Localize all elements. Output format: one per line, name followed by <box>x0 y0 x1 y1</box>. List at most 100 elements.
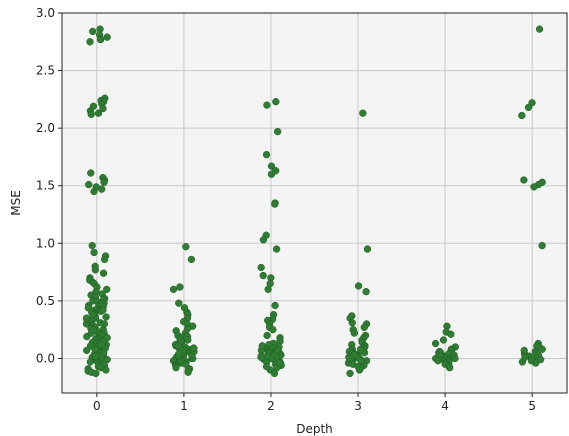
x-tick-label-0: 0 <box>93 399 101 413</box>
x-tick-label-4: 4 <box>441 399 449 413</box>
point-depth0-119 <box>103 334 111 342</box>
plot-area <box>62 13 567 393</box>
y-axis-ticks: 0.0 0.5 1.0 1.5 2.0 2.5 3.0 <box>36 6 62 365</box>
point-depth3-8 <box>360 323 368 332</box>
point-depth5-7 <box>530 183 538 191</box>
point-depth2-0 <box>272 98 280 106</box>
point-depth0-16 <box>87 169 95 177</box>
point-depth5-4 <box>520 176 528 184</box>
point-depth5-24 <box>520 346 528 355</box>
point-depth0-108 <box>89 311 97 319</box>
point-depth0-117 <box>100 349 108 357</box>
point-depth3-10 <box>350 329 358 337</box>
data-points <box>82 25 546 378</box>
point-depth0-5 <box>96 35 105 44</box>
point-depth2-11 <box>272 245 281 253</box>
point-depth2-12 <box>257 263 265 272</box>
point-depth1-59 <box>190 344 198 352</box>
point-depth2-8 <box>271 200 279 208</box>
point-depth0-20 <box>85 180 93 189</box>
point-depth3-43 <box>346 354 354 363</box>
point-depth4-25 <box>434 357 442 365</box>
point-depth2-16 <box>264 285 272 294</box>
y-axis-label: MSE <box>9 190 23 216</box>
x-axis-label: Depth <box>296 422 333 436</box>
point-depth1-0 <box>182 243 190 251</box>
point-depth5-12 <box>538 345 546 353</box>
point-depth2-23 <box>269 326 277 334</box>
point-depth5-20 <box>537 355 545 364</box>
point-depth3-41 <box>356 345 365 353</box>
point-depth2-13 <box>259 271 267 280</box>
y-tick-label-4: 2.0 <box>36 121 55 135</box>
point-depth3-37 <box>346 369 354 378</box>
point-depth4-2 <box>447 330 455 338</box>
point-depth0-118 <box>99 306 107 314</box>
point-depth2-57 <box>257 353 265 361</box>
x-axis-ticks: 0 1 2 3 4 5 <box>93 393 536 413</box>
point-depth0-27 <box>100 255 109 264</box>
point-depth0-57 <box>102 313 110 321</box>
x-tick-label-2: 2 <box>267 399 275 413</box>
point-depth5-3 <box>518 111 526 120</box>
point-depth3-6 <box>348 319 356 327</box>
point-depth2-60 <box>274 346 282 355</box>
point-depth2-10 <box>259 236 268 244</box>
point-depth1-2 <box>176 283 184 291</box>
point-depth2-55 <box>275 359 284 367</box>
point-depth3-3 <box>362 288 370 296</box>
point-depth2-2 <box>273 127 282 136</box>
point-depth5-8 <box>538 241 546 250</box>
point-depth2-1 <box>263 101 271 109</box>
point-depth0-6 <box>86 38 94 46</box>
point-depth5-0 <box>535 25 544 33</box>
point-depth0-30 <box>99 269 108 277</box>
point-depth4-4 <box>431 339 440 348</box>
point-depth3-1 <box>363 245 372 253</box>
point-depth1-43 <box>172 364 180 372</box>
y-tick-label-6: 3.0 <box>36 6 55 20</box>
point-depth2-4 <box>267 162 276 170</box>
point-depth0-96 <box>86 358 95 366</box>
x-tick-label-1: 1 <box>180 399 188 413</box>
y-tick-label-1: 0.5 <box>36 294 55 308</box>
point-depth0-115 <box>89 326 97 334</box>
point-depth1-60 <box>175 350 183 358</box>
point-depth1-58 <box>181 360 190 368</box>
point-depth2-59 <box>262 362 271 371</box>
point-depth0-109 <box>100 320 109 328</box>
point-depth0-25 <box>90 248 98 257</box>
point-depth1-56 <box>174 342 182 350</box>
x-tick-label-3: 3 <box>354 399 362 413</box>
point-depth3-36 <box>355 366 364 374</box>
y-tick-label-5: 2.5 <box>36 64 55 78</box>
point-depth0-113 <box>91 352 100 360</box>
point-depth0-23 <box>90 187 98 196</box>
point-depth2-6 <box>267 170 276 178</box>
point-depth3-40 <box>357 357 365 365</box>
x-tick-label-5: 5 <box>528 399 536 413</box>
point-depth1-3 <box>169 285 178 294</box>
point-depth5-2 <box>524 103 533 112</box>
point-depth2-47 <box>270 369 279 378</box>
grid-lines <box>62 12 567 393</box>
point-depth0-86 <box>83 346 91 355</box>
y-tick-label-0: 0.0 <box>36 351 55 365</box>
y-tick-label-3: 1.5 <box>36 179 55 193</box>
point-depth0-112 <box>91 345 99 353</box>
plot-frame <box>61 12 568 394</box>
point-depth1-4 <box>175 299 183 307</box>
point-depth0-14 <box>94 109 103 117</box>
point-depth5-23 <box>532 359 540 367</box>
point-depth1-46 <box>184 368 192 376</box>
point-depth4-14 <box>451 354 459 363</box>
point-depth0-103 <box>102 366 110 374</box>
point-depth0-12 <box>99 104 107 113</box>
point-depth0-114 <box>82 314 91 322</box>
y-tick-label-2: 1.0 <box>36 236 55 250</box>
point-depth3-0 <box>359 109 367 117</box>
point-depth0-29 <box>91 266 99 274</box>
point-depth1-1 <box>187 255 196 264</box>
point-depth0-1 <box>89 27 97 36</box>
point-depth5-25 <box>521 353 529 361</box>
